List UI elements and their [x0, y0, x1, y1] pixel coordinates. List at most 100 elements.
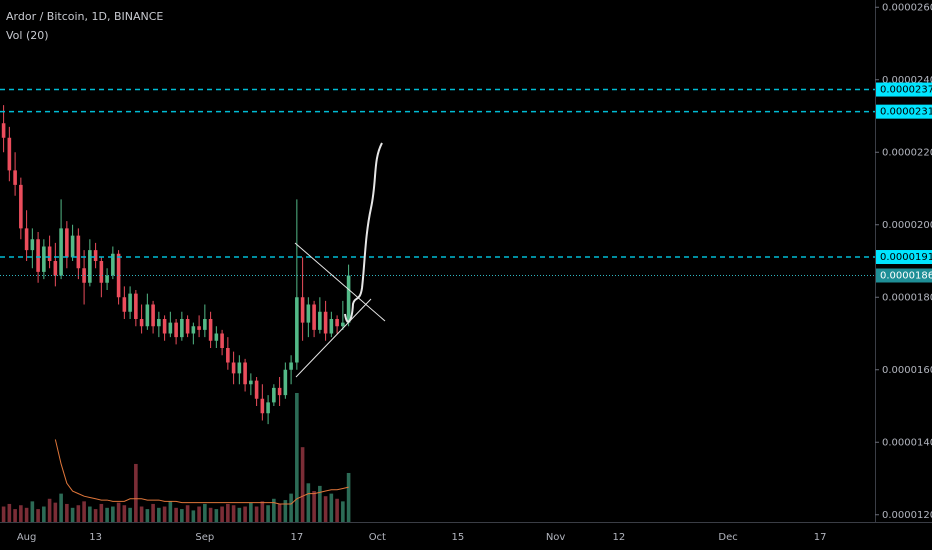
candle-body — [36, 239, 40, 272]
candle-body — [157, 319, 161, 327]
volume-bar — [254, 506, 259, 522]
volume-bar — [323, 496, 328, 522]
volume-bar — [283, 500, 288, 522]
candle-body — [88, 250, 92, 283]
candle-body — [312, 304, 316, 330]
volume-bar — [249, 502, 253, 522]
level-label-box — [876, 104, 932, 119]
candle-body — [180, 319, 184, 338]
volume-bar — [99, 503, 104, 522]
candle-body — [289, 362, 293, 370]
volume-bar — [191, 510, 196, 522]
volume-bar — [19, 505, 23, 522]
triangle-upper — [294, 242, 386, 322]
candle-body — [214, 333, 219, 341]
volume-bar — [88, 506, 92, 522]
volume-bar — [162, 506, 167, 522]
candle-body — [220, 333, 224, 348]
candle-body — [277, 387, 282, 396]
volume-bar — [151, 503, 155, 522]
volume-bar — [105, 507, 109, 522]
candle-body — [283, 369, 288, 396]
volume-bar — [134, 463, 138, 522]
volume-bar — [197, 506, 201, 522]
candle-body — [145, 304, 150, 327]
volume-label: Vol (20) — [6, 29, 49, 42]
volume-bar — [1, 506, 6, 522]
candle-body — [122, 297, 127, 312]
candle-body — [24, 228, 29, 251]
candle-body — [231, 362, 236, 374]
volume-bar — [266, 505, 270, 522]
x-tick-label: Sep — [195, 532, 214, 543]
candle-body — [191, 326, 196, 334]
candle-body — [237, 362, 242, 374]
candle-body — [174, 322, 178, 338]
candle-body — [243, 362, 247, 385]
candle-body — [99, 261, 104, 283]
volume-bar — [59, 493, 63, 522]
volume-bar — [214, 509, 219, 522]
x-tick-label: 15 — [451, 532, 464, 543]
volume-bar — [30, 501, 35, 522]
candle-body — [203, 319, 207, 330]
candle-body — [76, 235, 81, 269]
level-label-box — [876, 82, 932, 97]
y-tick-label: 0.00001400 — [882, 437, 932, 448]
volume-bar — [7, 503, 12, 522]
volume-bar — [318, 485, 322, 522]
candle-body — [128, 293, 132, 312]
candle-body — [139, 319, 144, 327]
volume-bar — [53, 502, 58, 522]
candle-body — [134, 293, 138, 319]
candle-body — [226, 348, 230, 363]
volume-bar — [65, 503, 69, 522]
candle-body — [70, 235, 75, 258]
y-tick-label: 0.00002400 — [882, 75, 932, 86]
x-tick-label: Oct — [369, 532, 386, 543]
volume-bar — [111, 506, 115, 522]
volume-ma-line — [54, 439, 349, 505]
candle-body — [65, 228, 69, 258]
x-tick-label: 17 — [814, 532, 827, 543]
volume-bar — [335, 498, 339, 522]
volume-bar — [312, 491, 316, 522]
x-tick-label: 13 — [89, 532, 102, 543]
candle-body — [162, 319, 167, 334]
volume-bar — [82, 501, 86, 522]
candle-body — [59, 228, 63, 276]
volume-bar — [226, 503, 230, 522]
user-drawings — [294, 142, 386, 378]
volume-bar — [93, 509, 98, 522]
volume-bar — [208, 507, 213, 522]
volume-bar — [122, 505, 127, 522]
volume-bar — [174, 507, 178, 522]
candle-body — [116, 253, 121, 298]
level-label: 0.00001911 — [880, 252, 932, 263]
volume-bar — [289, 493, 293, 522]
volume-bar — [260, 501, 265, 522]
candle-body — [260, 398, 265, 414]
volume-bar — [42, 506, 46, 522]
candle-body — [7, 137, 12, 171]
volume-bar — [237, 507, 242, 522]
candle-body — [272, 387, 276, 403]
candle-body — [254, 380, 259, 399]
x-tick-label: 12 — [612, 532, 625, 543]
candle-body — [30, 239, 35, 251]
y-tick-label: 0.00002600 — [882, 2, 932, 13]
candle-body — [168, 322, 173, 334]
candle-body — [208, 319, 213, 341]
volume-bar — [300, 447, 305, 522]
candle-body — [306, 304, 311, 323]
candle-body — [323, 311, 328, 334]
level-label: 0.00002312 — [880, 107, 932, 118]
candle-body — [47, 246, 52, 261]
y-tick-label: 0.00002200 — [882, 147, 932, 158]
volume-bar — [231, 505, 236, 522]
volume-bar — [277, 503, 282, 522]
volume-bar — [346, 472, 351, 522]
volume-bar — [36, 509, 40, 522]
candle-body — [185, 319, 190, 334]
volume-bar — [128, 507, 132, 522]
